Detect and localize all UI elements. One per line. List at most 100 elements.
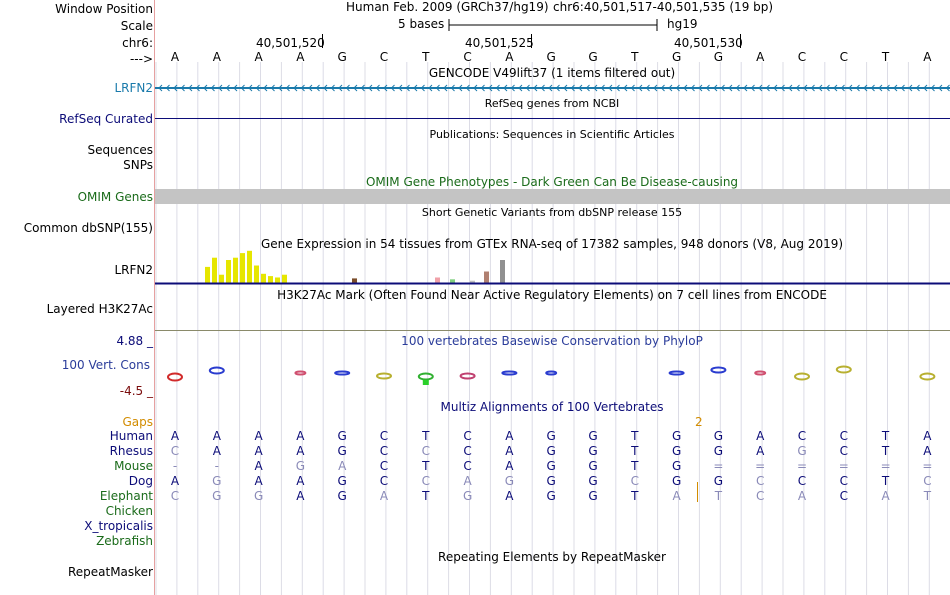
aligned-base: A: [672, 489, 681, 503]
scale-label: Scale: [120, 19, 153, 33]
species-label-human[interactable]: Human: [109, 429, 153, 443]
gencode-strand-arrow: [735, 84, 740, 92]
gtex-tissue-bar[interactable]: [282, 274, 287, 283]
snps-label[interactable]: SNPs: [123, 158, 153, 172]
aligned-base: T: [881, 429, 890, 443]
species-label-zebrafish[interactable]: Zebrafish: [96, 534, 153, 548]
gencode-strand-arrow: [405, 84, 410, 92]
gencode-strand-arrow: [398, 84, 403, 92]
dbsnp-title[interactable]: Short Genetic Variants from dbSNP releas…: [421, 206, 683, 219]
gtex-tissue-bar[interactable]: [240, 253, 245, 283]
omim-feature-bar[interactable]: [155, 189, 950, 204]
base-12: G: [671, 50, 682, 64]
gencode-strand-arrow: [660, 84, 665, 92]
species-label-chicken[interactable]: Chicken: [105, 504, 153, 518]
gencode-strand-arrow: [713, 84, 718, 92]
gtex-tissue-bar[interactable]: [219, 274, 224, 283]
gencode-strand-arrow: [923, 84, 928, 92]
multiz-title[interactable]: Multiz Alignments of 100 Vertebrates: [440, 400, 664, 414]
gtex-tissue-bar[interactable]: [261, 273, 266, 283]
aligned-base: -: [172, 459, 178, 473]
gencode-strand-arrow: [585, 84, 590, 92]
gencode-strand-arrow: [938, 84, 943, 92]
sequences-label[interactable]: Sequences: [87, 143, 153, 157]
gencode-gene-line[interactable]: [155, 82, 950, 94]
gencode-strand-arrow: [608, 84, 613, 92]
omim-label[interactable]: OMIM Genes: [77, 190, 153, 204]
db-label: hg19: [667, 17, 698, 31]
gencode-strand-arrow: [450, 84, 455, 92]
aligned-base: C: [923, 474, 932, 488]
refseq-gene-line[interactable]: [155, 118, 950, 119]
aligned-base: T: [714, 489, 723, 503]
publications-title[interactable]: Publications: Sequences in Scientific Ar…: [429, 128, 675, 141]
aligned-base: A: [756, 429, 765, 443]
dbsnp-label[interactable]: Common dbSNP(155): [23, 221, 153, 235]
gencode-gene-label[interactable]: LRFN2: [114, 81, 153, 95]
gtex-tissue-bar[interactable]: [484, 271, 489, 284]
gencode-strand-arrow: [698, 84, 703, 92]
gtex-title[interactable]: Gene Expression in 54 tissues from GTEx …: [260, 237, 844, 251]
phylop-label[interactable]: 100 Vert. Cons: [61, 358, 150, 372]
repeatmasker-title[interactable]: Repeating Elements by RepeatMasker: [438, 550, 666, 564]
gencode-strand-arrow: [420, 84, 425, 92]
gencode-strand-arrow: [690, 84, 695, 92]
refseq-title[interactable]: RefSeq genes from NCBI: [484, 97, 620, 110]
base-4: G: [337, 50, 347, 64]
gtex-tissue-bar[interactable]: [233, 257, 238, 283]
gencode-strand-arrow: [195, 84, 200, 92]
aligned-base: C: [170, 489, 180, 503]
aligned-base: T: [923, 489, 932, 503]
repeatmasker-label[interactable]: RepeatMasker: [67, 565, 153, 579]
gtex-tissue-bar[interactable]: [254, 265, 259, 283]
phylop-base-glyph: [668, 370, 685, 376]
gencode-strand-arrow: [465, 84, 470, 92]
h3k27ac-label[interactable]: Layered H3K27Ac: [46, 302, 153, 316]
species-label-mouse[interactable]: Mouse: [114, 459, 153, 473]
gtex-tissue-bar[interactable]: [275, 277, 280, 283]
gtex-tissue-bar[interactable]: [212, 257, 217, 283]
refseq-label[interactable]: RefSeq Curated: [59, 112, 153, 126]
window-position-label: Window Position: [55, 2, 153, 16]
omim-title[interactable]: OMIM Gene Phenotypes - Dark Green Can Be…: [365, 175, 739, 189]
gtex-bar-graph[interactable]: [155, 250, 950, 286]
gencode-strand-arrow: [383, 84, 388, 92]
gencode-title[interactable]: GENCODE V49lift37 (1 items filtered out): [428, 66, 676, 80]
gtex-tissue-bar[interactable]: [435, 277, 440, 283]
gaps-label[interactable]: Gaps: [122, 415, 153, 429]
gtex-tissue-bar[interactable]: [268, 276, 273, 283]
h3k27ac-signal-line[interactable]: [155, 330, 950, 331]
aligned-base: C: [630, 474, 639, 488]
gencode-strand-arrow: [863, 84, 868, 92]
aligned-base: G: [671, 459, 682, 473]
gtex-tissue-bar[interactable]: [205, 266, 210, 283]
aligned-base: A: [254, 429, 263, 443]
species-label-rhesus[interactable]: Rhesus: [109, 444, 153, 458]
phylop-title[interactable]: 100 vertebrates Basewise Conservation by…: [401, 334, 703, 348]
gencode-strand-arrow: [300, 84, 305, 92]
gencode-strand-arrow: [593, 84, 598, 92]
gencode-strand-arrow: [645, 84, 650, 92]
gtex-tissue-bar[interactable]: [500, 260, 505, 283]
aligned-base: C: [421, 474, 430, 488]
species-label-elephant[interactable]: Elephant: [99, 489, 153, 503]
gencode-strand-arrow: [173, 84, 178, 92]
aligned-base: G: [253, 489, 264, 503]
aligned-base: G: [546, 489, 556, 503]
gtex-tissue-bar[interactable]: [352, 278, 357, 283]
gtex-tissue-bar[interactable]: [247, 250, 252, 283]
gtex-tissue-bar[interactable]: [450, 279, 455, 283]
h3k27ac-title[interactable]: H3K27Ac Mark (Often Found Near Active Re…: [277, 288, 827, 302]
aligned-base: C: [421, 444, 430, 458]
aligned-base: A: [254, 474, 263, 488]
phylop-logo-graph[interactable]: [155, 364, 950, 388]
gtex-tissue-bar[interactable]: [226, 260, 231, 283]
aligned-base: G: [504, 474, 515, 488]
species-label-dog[interactable]: Dog: [128, 474, 153, 488]
aligned-base: =: [796, 459, 808, 473]
gtex-tissue-bar[interactable]: [470, 280, 475, 283]
gtex-label[interactable]: LRFN2: [114, 263, 153, 277]
gencode-strand-arrow: [360, 84, 365, 92]
species-label-x_tropicalis[interactable]: X_tropicalis: [84, 519, 153, 533]
